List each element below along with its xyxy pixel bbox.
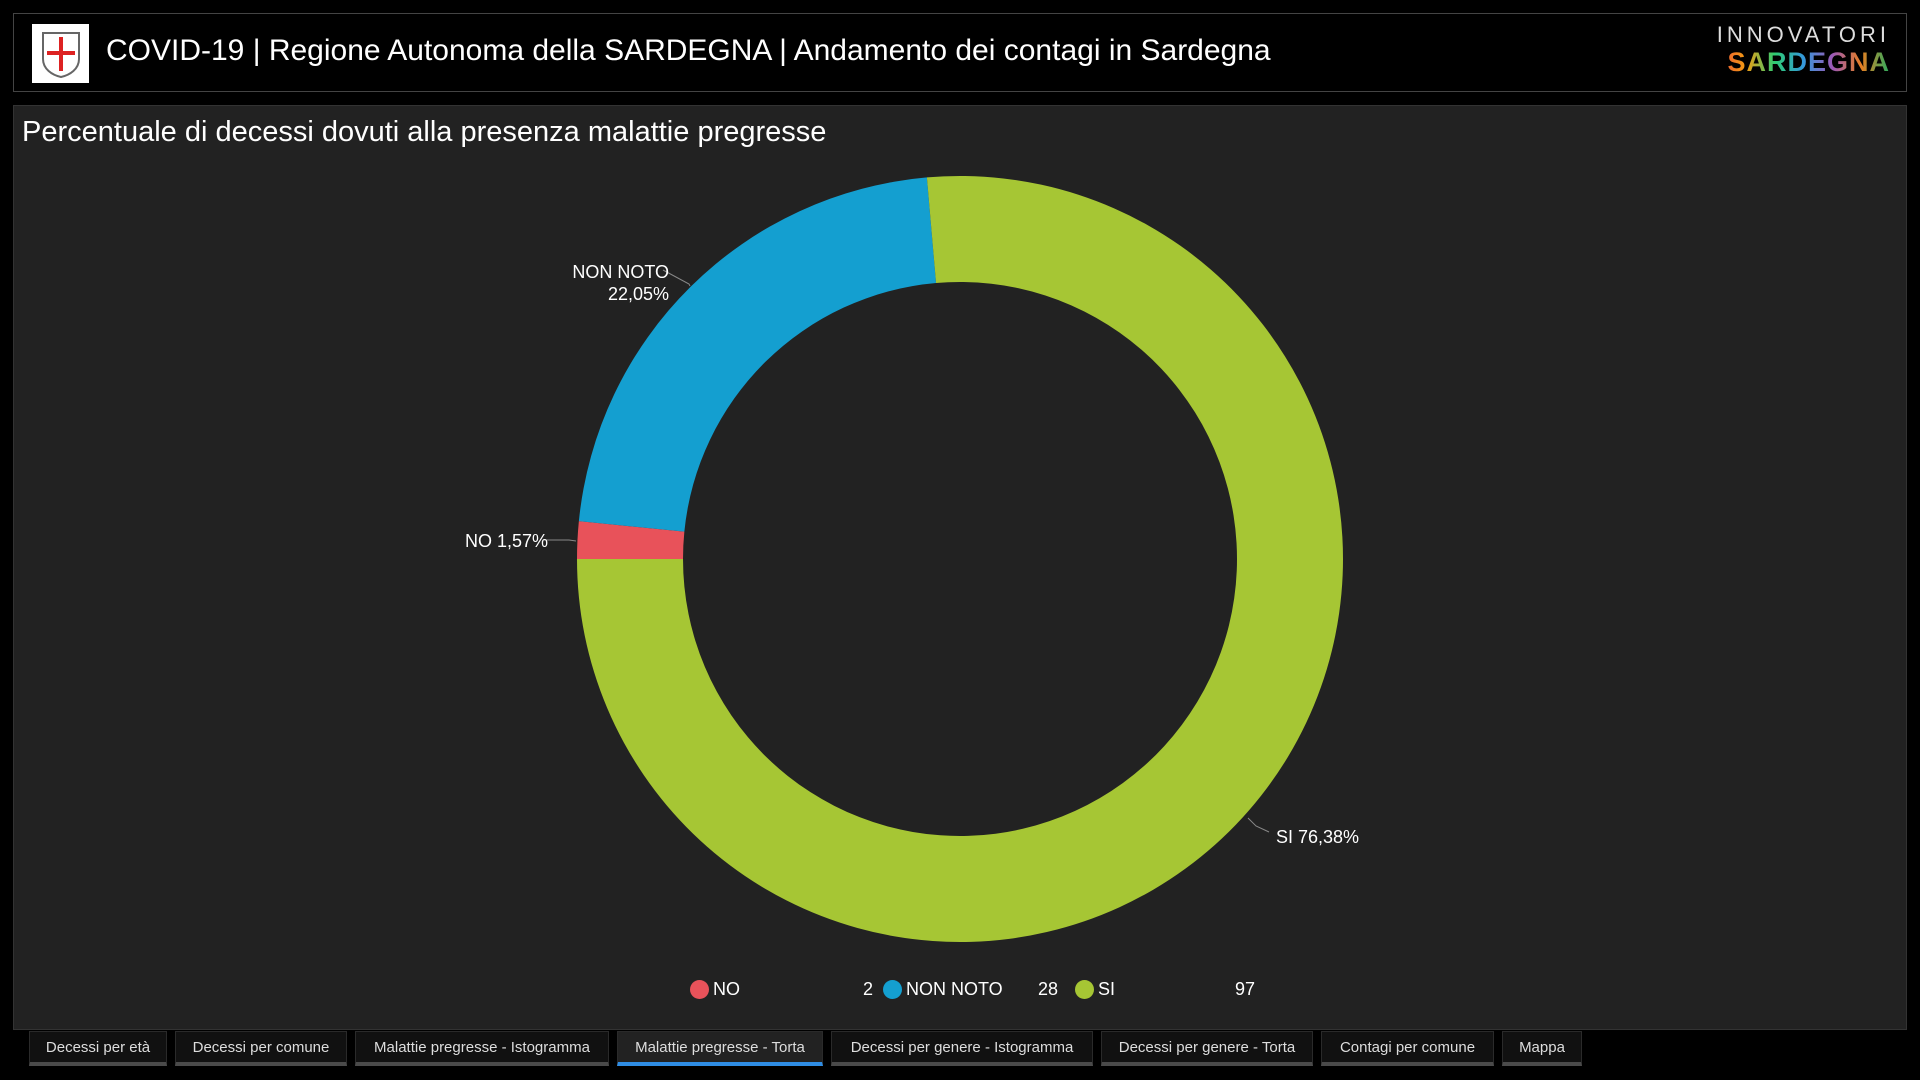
legend-value: 97 [1235,979,1256,999]
tab-malattie-torta[interactable]: Malattie pregresse - Torta [617,1031,823,1066]
legend-item-no[interactable]: NO 2 [690,979,873,1000]
label-non-noto: NON NOTO 22,05% [572,261,669,305]
leader-line [1247,817,1270,833]
slice-no[interactable] [577,521,685,559]
legend-label: NON NOTO [906,979,1003,999]
chart-panel: Percentuale di decessi dovuti alla prese… [13,105,1907,1030]
label-non-noto-pct: 22,05% [607,284,669,304]
leader-line [662,269,691,287]
legend-item-non-noto[interactable]: NON NOTO 28 [883,979,1058,1000]
donut-chart [544,176,1343,942]
tab-genere-torta[interactable]: Decessi per genere - Torta [1101,1031,1313,1066]
legend-value: 28 [1038,979,1059,999]
label-si: SI 76,38% [1276,827,1360,847]
legend-label: SI [1098,979,1116,999]
legend-item-si[interactable]: SI 97 [1075,979,1255,1000]
legend-dot-no [690,980,709,999]
tab-decessi-per-comune[interactable]: Decessi per comune [175,1031,347,1066]
header-bar: COVID-19 | Regione Autonoma della SARDEG… [13,13,1907,92]
slice-non-noto[interactable] [578,177,937,532]
tab-decessi-per-eta[interactable]: Decessi per età [29,1031,167,1066]
label-no: NO 1,57% [464,531,548,551]
chart-title: Percentuale di decessi dovuti alla prese… [22,116,827,148]
innovatori-sardegna-logo: INNOVATORI SARDEGNA [1717,24,1890,76]
legend-dot-si [1075,980,1094,999]
legend-label: NO [713,979,740,999]
brand-top: INNOVATORI [1716,22,1890,47]
tab-contagi-per-comune[interactable]: Contagi per comune [1321,1031,1494,1066]
label-non-noto-name: NON NOTO [572,262,669,282]
leader-line [544,539,577,542]
brand-bottom: SARDEGNA [1717,49,1890,76]
app-title: COVID-19 | Regione Autonoma della SARDEG… [106,34,1271,67]
legend-value: 2 [863,979,874,999]
tab-mappa[interactable]: Mappa [1502,1031,1582,1066]
region-logo [32,24,89,83]
legend-dot-non-noto [883,980,902,999]
tab-genere-istogramma[interactable]: Decessi per genere - Istogramma [831,1031,1093,1066]
tab-malattie-istogramma[interactable]: Malattie pregresse - Istogramma [355,1031,609,1066]
